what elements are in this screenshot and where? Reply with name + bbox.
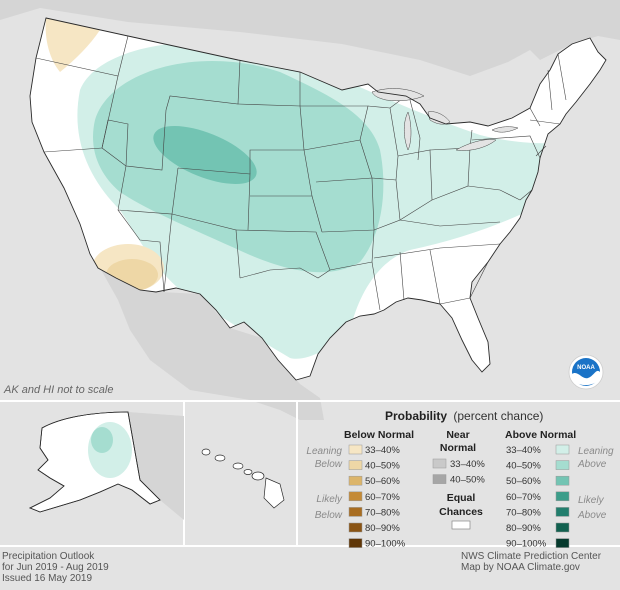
equal-chances-line1: Equal [447,492,476,504]
above-normal-swatch-2 [555,460,570,470]
canada-landmass [0,0,620,76]
alaska-inset [29,411,184,520]
state-boundaries [35,35,567,311]
below-normal-range-label-1: 33–40% [365,445,400,456]
below-normal-swatches: 33–40% 40–50% 50–60% 60–70% 70–80% 80–90% 90–1… [348,444,406,550]
below-normal-range-label-7: 90–100% [365,539,406,550]
near-normal-swatch-1 [432,458,447,469]
below-normal-heading: Below Normal [344,429,414,441]
above-normal-swatches: 33–40% 40–50% 50–60% 60–70% 70–80% 80–90% 90–1… [506,444,570,550]
above-normal-range-label-7: 90–100% [506,539,547,550]
above-normal-range-label-1: 33–40% [506,445,541,456]
leaning-below-line2: Below [315,459,343,470]
equal-chances-swatch [451,520,471,530]
footer-credit: Map by NOAA Climate.gov [461,562,580,573]
near-normal-heading-line1: Near [446,429,469,441]
likely-above-line1: Likely [578,495,605,506]
legend-title-bold: Probability [385,409,447,423]
above-normal-range-label-3: 50–60% [506,476,541,487]
footer-issued-date: Issued 16 May 2019 [2,573,92,584]
above-normal-swatch-7 [555,538,570,548]
below-normal-swatch-7 [348,538,363,548]
legend: Probability (percent chance) Below Norma… [306,409,614,550]
below-normal-swatch-2 [348,460,363,470]
near-normal-swatch-2 [432,474,447,484]
above-normal-heading: Above Normal [505,429,576,441]
equal-chances-line2: Chances [439,506,483,518]
above-normal-range-label-4: 60–70% [506,492,541,503]
above-normal-swatch-5 [555,507,570,517]
leaning-above-line2: Above [577,459,607,470]
footer-outlook-period: for Jun 2019 - Aug 2019 [2,562,109,573]
below-normal-range-label-3: 50–60% [365,476,400,487]
legend-title-rest: (percent chance) [453,409,543,423]
below-normal-swatch-4 [348,491,363,502]
above-normal-50-60-region [153,126,257,184]
hawaii-inset [201,448,285,509]
above-normal-swatch-4 [555,491,570,502]
above-normal-range-label-2: 40–50% [506,461,541,472]
above-normal-swatch-6 [555,522,570,533]
conus-outline [29,17,607,381]
below-normal-northwest-region [45,18,100,72]
leaning-above-line1: Leaning [578,446,614,457]
below-normal-swatch-3 [348,475,363,486]
below-normal-swatch-6 [348,522,363,533]
near-normal-range-label-1: 33–40% [450,459,485,470]
below-normal-swatch-5 [348,507,363,517]
footer-outlook-title: Precipitation Outlook [2,551,95,562]
below-normal-range-label-2: 40–50% [365,461,400,472]
above-normal-range-label-6: 80–90% [506,523,541,534]
near-normal-swatches: 33–40% 40–50% [432,458,485,486]
mexico-landmass [100,268,324,420]
footer-source: NWS Climate Prediction Center [461,551,602,562]
below-normal-range-label-4: 60–70% [365,492,400,503]
near-normal-range-label-2: 40–50% [450,475,485,486]
above-normal-swatch-3 [555,475,570,486]
below-normal-swatch-1 [348,444,363,455]
noaa-logo: NOAA [568,354,604,390]
likely-below-line1: Likely [316,494,343,505]
likely-above-line2: Above [577,510,607,521]
footer: Precipitation Outlook for Jun 2019 - Aug… [2,551,602,584]
below-normal-range-label-5: 70–80% [365,507,400,518]
likely-below-line2: Below [315,510,343,521]
legend-title: Probability (percent chance) [385,409,543,423]
scale-note: AK and HI not to scale [3,384,113,396]
above-normal-swatch-1 [555,444,570,455]
noaa-logo-text: NOAA [577,365,595,371]
above-normal-range-label-5: 70–80% [506,507,541,518]
below-normal-range-label-6: 80–90% [365,523,400,534]
near-normal-heading-line2: Normal [440,442,476,454]
leaning-below-line1: Leaning [306,446,342,457]
